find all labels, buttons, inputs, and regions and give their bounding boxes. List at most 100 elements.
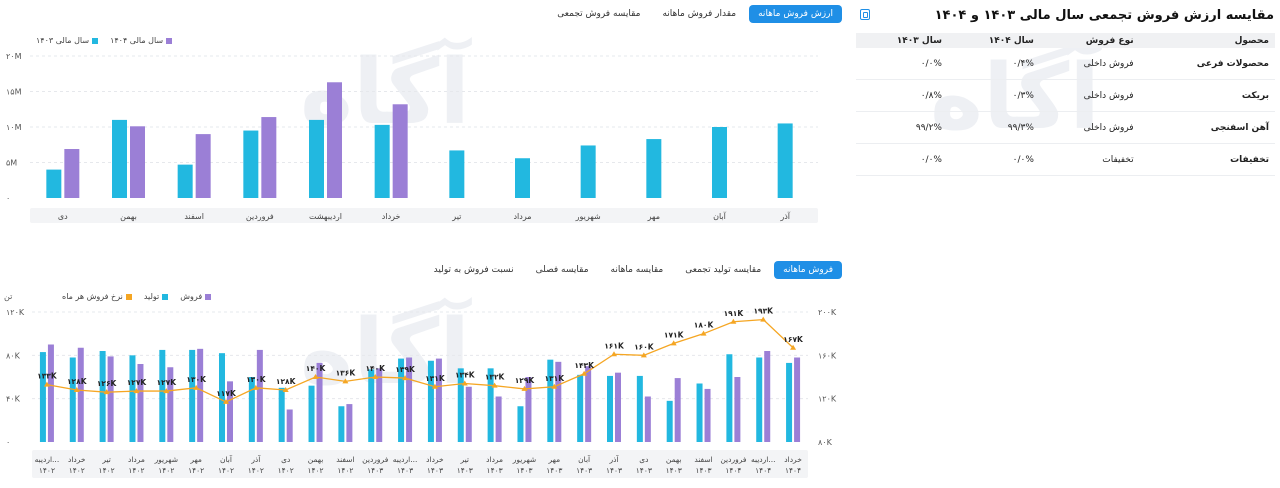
bar-sales — [256, 349, 263, 442]
rate-data-label: ۱۸۰K — [694, 321, 715, 330]
bar-sales — [316, 362, 323, 442]
bottom-chart-tabs: فروش ماهانه مقایسه تولید تجمعی مقایسه ما… — [425, 261, 842, 279]
x-tick-label: ۱۴۰۳ — [666, 466, 682, 475]
x-tick-label: ۱۴۰۳ — [546, 466, 562, 475]
rate-data-label: ۱۳۶K — [336, 368, 357, 377]
bar-sales — [794, 357, 801, 442]
bar-1403 — [309, 119, 324, 198]
rate-data-label: ۱۳۳K — [37, 372, 58, 381]
rate-data-label: ۱۲۶K — [97, 379, 118, 388]
rate-point — [581, 370, 588, 376]
cell-sale-type: تخفیفات — [1039, 143, 1140, 176]
rate-data-label: ۱۲۷K — [157, 378, 178, 387]
x-tick-label: خرداد — [426, 455, 444, 464]
bar-1403 — [374, 124, 390, 198]
bar-1403 — [243, 130, 259, 198]
column-header-1404[interactable]: سال ۱۴۰۴ — [947, 33, 1040, 48]
tab-monthly-comparison[interactable]: مقایسه ماهانه — [610, 265, 664, 275]
x-tick-label: مهر — [189, 455, 202, 464]
x-tick-label: ۱۴۰۲ — [158, 466, 174, 475]
x-tick-label: بهمن — [666, 455, 682, 464]
legend-item-rate[interactable]: نرخ فروش هر ماه — [62, 292, 132, 301]
x-tick-label: شهریور — [575, 212, 601, 221]
bar-1404 — [130, 126, 145, 198]
x-tick-label: دی — [639, 455, 648, 464]
table-row: بریکت فروش داخلی ۰/۳% ۰/۸% — [856, 79, 1275, 112]
cell-1404: ۰/۰% — [947, 143, 1040, 176]
x-tick-label: بهمن — [120, 212, 137, 221]
x-tick-label: آذر — [608, 454, 619, 464]
bar-production — [636, 375, 643, 442]
bar-sales — [704, 388, 711, 442]
export-icon[interactable] — [860, 9, 870, 20]
tab-seasonal-comparison[interactable]: مقایسه فصلی — [535, 265, 589, 275]
cell-1404: ۰/۳% — [947, 79, 1040, 112]
x-tick-label: ۱۴۰۴ — [785, 466, 801, 475]
x-tick-label: اردیبهشت — [309, 212, 342, 221]
bar-production — [726, 354, 733, 442]
x-tick-label: مرداد — [513, 212, 531, 221]
x-tick-label: ۱۴۰۳ — [427, 466, 443, 475]
x-axis-band — [30, 208, 818, 223]
tab-monthly-sales-value[interactable]: ارزش فروش ماهانه — [749, 5, 842, 23]
x-tick-label: ۱۴۰۲ — [39, 466, 55, 475]
left-axis-title: تن — [4, 292, 12, 301]
bar-1403 — [449, 150, 465, 198]
column-header-sale-type[interactable]: نوع فروش — [1039, 33, 1140, 48]
legend-item-1404[interactable]: سال مالی ۱۴۰۴ — [110, 36, 173, 45]
bar-production — [487, 368, 494, 442]
x-tick-label: خرداد — [784, 455, 802, 464]
x-tick-label: دی — [281, 455, 290, 464]
rate-point — [223, 398, 229, 404]
x-tick-label: ۱۴۰۳ — [516, 466, 532, 475]
x-tick-label: شهریور — [154, 455, 178, 464]
tab-monthly-sales[interactable]: فروش ماهانه — [774, 261, 842, 279]
rate-point — [193, 384, 200, 390]
cell-1403: ۰/۰% — [856, 48, 948, 80]
x-tick-label: شهریور — [512, 455, 536, 464]
x-tick-label: ۱۴۰۳ — [397, 466, 413, 475]
x-tick-label: اردیبه... — [751, 455, 776, 464]
x-tick-label: اسفند — [336, 455, 354, 464]
bar-sales — [107, 356, 114, 442]
panel-title: مقایسه ارزش فروش تجمعی سال مالی ۱۴۰۳ و ۱… — [934, 8, 1274, 23]
rate-point — [491, 382, 498, 388]
legend-item-production[interactable]: تولید — [144, 292, 169, 301]
legend-item-1403[interactable]: سال مالی ۱۴۰۳ — [36, 36, 99, 45]
rate-data-label: ۱۶۱K — [604, 341, 625, 350]
rate-point — [521, 385, 528, 391]
bar-1404 — [64, 149, 80, 198]
x-tick-label: ۱۴۰۳ — [636, 466, 652, 475]
rate-point — [282, 387, 289, 392]
rate-data-label: ۱۳۴K — [455, 371, 476, 380]
x-tick-label: مرداد — [486, 455, 503, 464]
legend-item-sales[interactable]: فروش — [180, 292, 212, 301]
tab-sales-to-production-ratio[interactable]: نسبت فروش به تولید — [433, 265, 514, 275]
rate-point — [790, 344, 797, 350]
top-chart-legend: سال مالی ۱۴۰۴ سال مالی ۱۴۰۳ — [36, 36, 173, 45]
tab-cumulative-production-comparison[interactable]: مقایسه تولید تجمعی — [685, 265, 762, 275]
bar-production — [457, 368, 464, 442]
bar-production — [189, 349, 196, 442]
rate-point — [402, 375, 409, 381]
y-tick-label: ۱۵M — [6, 88, 22, 97]
column-header-1403[interactable]: سال ۱۴۰۳ — [856, 33, 948, 48]
tab-cumulative-sales-comparison[interactable]: مقایسه فروش تجمعی — [557, 9, 641, 19]
x-tick-label: اردیبه... — [35, 455, 60, 464]
right-y-tick-label: ۸۰K — [818, 438, 833, 447]
rate-data-label: ۱۹۱K — [724, 309, 745, 318]
cell-sale-type: فروش داخلی — [1039, 79, 1140, 112]
rate-point — [133, 388, 140, 394]
rate-point — [103, 389, 110, 395]
cell-product: آهن اسفنجی — [1139, 111, 1275, 144]
bar-production — [278, 387, 285, 442]
cell-1404: ۹۹/۳% — [947, 111, 1040, 144]
tab-monthly-sales-quantity[interactable]: مقدار فروش ماهانه — [662, 9, 737, 19]
cell-sale-type: فروش داخلی — [1039, 48, 1140, 80]
x-tick-label: ۱۴۰۲ — [128, 466, 144, 475]
bar-production — [308, 385, 315, 442]
bar-sales — [376, 368, 383, 442]
column-header-product[interactable]: محصول — [1139, 33, 1275, 48]
x-tick-label: ۱۴۰۳ — [695, 466, 711, 475]
x-tick-label: ۱۴۰۲ — [278, 466, 294, 475]
